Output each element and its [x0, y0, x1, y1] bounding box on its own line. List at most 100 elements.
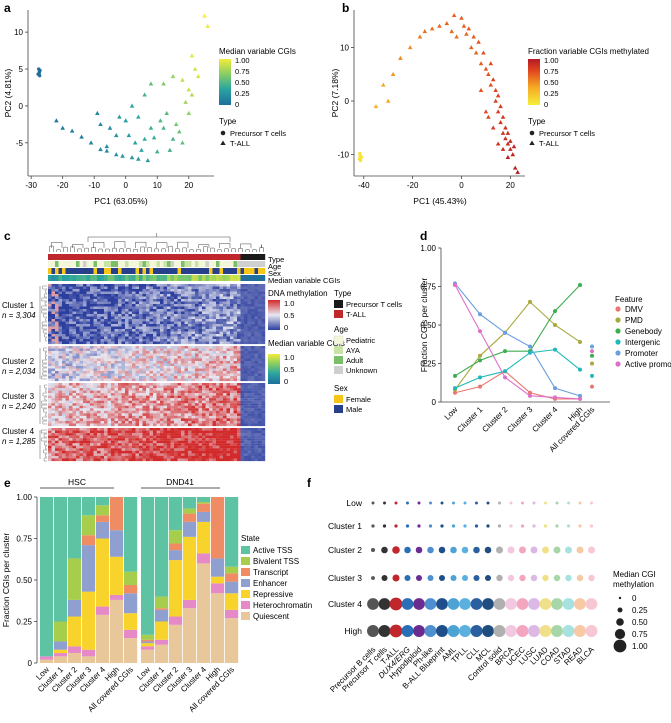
- heatmap-cell: [247, 420, 252, 424]
- heatmap-cell: [216, 284, 220, 287]
- heatmap-cell: [233, 311, 238, 315]
- heatmap-cell: [107, 368, 112, 372]
- heatmap-cell: [55, 395, 59, 399]
- heatmap-cell: [216, 341, 220, 345]
- heatmap-cell: [202, 435, 206, 439]
- heatmap-cell: [149, 408, 154, 411]
- heatmap-cell: [188, 351, 192, 354]
- e-bar-segment-0-3-1: [82, 515, 96, 536]
- heatmap-cell: [153, 291, 157, 295]
- heatmap-cell: [261, 309, 266, 312]
- heatmap-cell: [146, 410, 150, 414]
- heatmap-cell: [149, 361, 154, 364]
- heatmap-cell: [153, 408, 157, 411]
- heatmap-cell: [163, 420, 168, 424]
- d-series-point-1-5: [578, 339, 582, 344]
- heatmap-cell: [153, 316, 157, 320]
- heatmap-cell: [205, 410, 210, 414]
- heatmap-cell: [76, 346, 80, 349]
- heatmap-cell: [209, 453, 213, 457]
- heatmap-cell: [198, 443, 203, 446]
- heatmap-cell: [177, 398, 182, 401]
- heatmap-cell: [72, 368, 77, 372]
- heatmap-cell: [149, 353, 154, 357]
- heatmap-cell: [254, 351, 259, 354]
- heatmap-cell: [51, 450, 56, 454]
- heatmap-cell: [251, 356, 255, 359]
- heatmap-cell: [237, 438, 241, 441]
- heatmap-cell: [261, 430, 266, 434]
- heatmap-cell: [76, 353, 80, 357]
- heatmap-cell: [149, 309, 154, 312]
- heatmap-cell: [69, 410, 73, 414]
- heatmap-cell: [191, 458, 196, 462]
- heatmap-cell: [160, 336, 164, 340]
- heatmap-cell: [251, 433, 255, 436]
- heatmap-cell: [258, 346, 262, 349]
- heatmap-cell: [174, 294, 178, 297]
- heatmap-cell: [121, 309, 126, 312]
- heatmap-cell: [93, 351, 98, 354]
- heatmap-cell: [163, 390, 168, 394]
- heatmap-cell: [191, 316, 196, 320]
- heatmap-cell: [146, 304, 150, 307]
- heatmap-cell: [125, 289, 129, 292]
- heatmap-cell: [233, 371, 238, 374]
- heatmap-cell: [48, 373, 52, 377]
- heatmap-cell: [237, 390, 241, 394]
- heatmap-cell: [160, 334, 164, 337]
- heatmap-cell: [198, 289, 203, 292]
- heatmap-cell: [62, 448, 66, 451]
- heatmap-cell: [118, 405, 122, 409]
- heatmap-cell: [128, 400, 133, 404]
- heatmap-cell: [254, 443, 259, 446]
- heatmap-cell: [205, 284, 210, 287]
- heatmap-cell: [230, 316, 234, 320]
- heatmap-cell: [191, 433, 196, 436]
- heatmap-cell: [233, 453, 238, 457]
- heatmap-cell: [184, 385, 189, 389]
- heatmap-cell: [209, 403, 213, 406]
- median-cell: [226, 275, 231, 281]
- heatmap-cell: [121, 405, 126, 409]
- heatmap-cell: [254, 413, 259, 416]
- heatmap-cell: [72, 346, 77, 349]
- heatmap-cell: [163, 443, 168, 446]
- heatmap-cell: [90, 415, 94, 419]
- heatmap-cell: [219, 314, 224, 317]
- heatmap-cell: [226, 455, 231, 459]
- heatmap-cell: [209, 376, 213, 379]
- heatmap-cell: [100, 453, 105, 457]
- heatmap-cell: [118, 351, 122, 354]
- heatmap-cell: [114, 403, 119, 406]
- heatmap-cell: [139, 366, 143, 369]
- heatmap-cell: [237, 435, 241, 439]
- heatmap-cell: [118, 306, 122, 310]
- heatmap-cell: [216, 309, 220, 312]
- heatmap-cell: [258, 336, 262, 340]
- heatmap-cell: [156, 455, 161, 459]
- heatmap-cell: [135, 314, 140, 317]
- heatmap-cell: [237, 291, 241, 295]
- heatmap-cell: [163, 430, 168, 434]
- heatmap-cell: [226, 294, 231, 297]
- heatmap-cell: [76, 420, 80, 424]
- heatmap-cell: [125, 378, 129, 382]
- heatmap-cell: [125, 341, 129, 345]
- heatmap-cell: [72, 390, 77, 394]
- heatmap-cell: [48, 366, 52, 369]
- heatmap-cell: [202, 348, 206, 352]
- age-cell: [191, 261, 196, 267]
- heatmap-cell: [118, 366, 122, 369]
- heatmap-cell: [62, 433, 66, 436]
- heatmap-cell: [69, 339, 73, 342]
- heatmap-cell: [114, 324, 119, 327]
- heatmap-cell: [48, 321, 52, 325]
- heatmap-cell: [104, 415, 108, 419]
- heatmap-cell: [174, 324, 178, 327]
- heatmap-cell: [121, 393, 126, 396]
- heatmap-cell: [167, 418, 171, 422]
- dendro-leaf-pair: [91, 247, 96, 252]
- heatmap-cell: [226, 334, 231, 337]
- heatmap-cell: [90, 366, 94, 369]
